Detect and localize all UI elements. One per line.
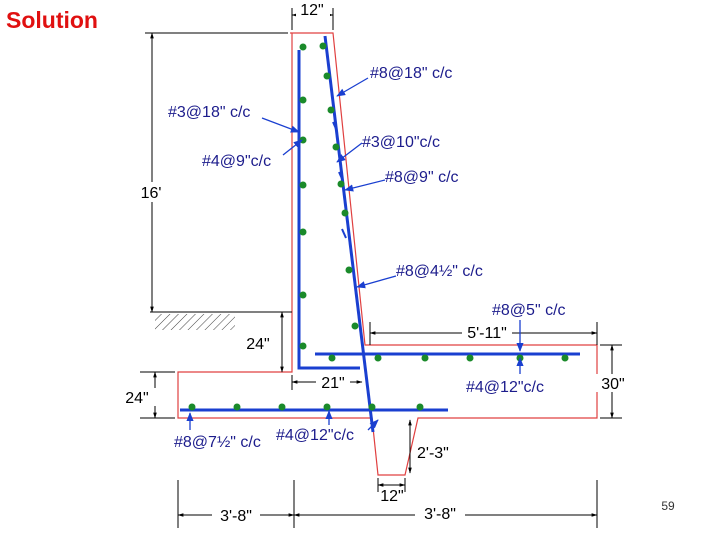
dimension: 21" xyxy=(321,375,344,392)
leaders xyxy=(186,77,524,431)
dimension: 12" xyxy=(300,2,323,19)
callout: #4@12"c/c xyxy=(466,379,544,396)
callout: #8@7½" c/c xyxy=(174,434,261,451)
callout: #3@10"c/c xyxy=(362,134,440,151)
callout: #3@18" c/c xyxy=(168,104,250,121)
rebar xyxy=(297,50,360,370)
title: Solution xyxy=(6,7,98,33)
dimension: 5'-11" xyxy=(467,325,507,342)
dimension: 30" xyxy=(601,376,624,393)
dimension: 3'-8" xyxy=(220,508,252,525)
dimension: 24" xyxy=(125,390,148,407)
dimension: 24" xyxy=(246,336,269,353)
dimension: 16' xyxy=(141,185,162,202)
rebar-ticks xyxy=(332,121,347,239)
rebar xyxy=(323,35,375,433)
callout: #8@18" c/c xyxy=(370,65,452,82)
callout: #8@9" c/c xyxy=(385,169,459,186)
wall-outline xyxy=(177,32,598,476)
dimension: 3'-8" xyxy=(424,506,456,523)
callout: #4@12"c/c xyxy=(276,427,354,444)
page-number: 59 xyxy=(661,499,675,513)
callout: #4@9"c/c xyxy=(202,153,271,170)
ground-hatch xyxy=(155,314,235,330)
callout: #8@5" c/c xyxy=(492,302,566,319)
rebar-dots xyxy=(188,42,569,411)
dimension: 12" xyxy=(380,488,403,505)
callout: #8@4½" c/c xyxy=(396,263,483,280)
dimension: 2'-3" xyxy=(417,445,449,462)
